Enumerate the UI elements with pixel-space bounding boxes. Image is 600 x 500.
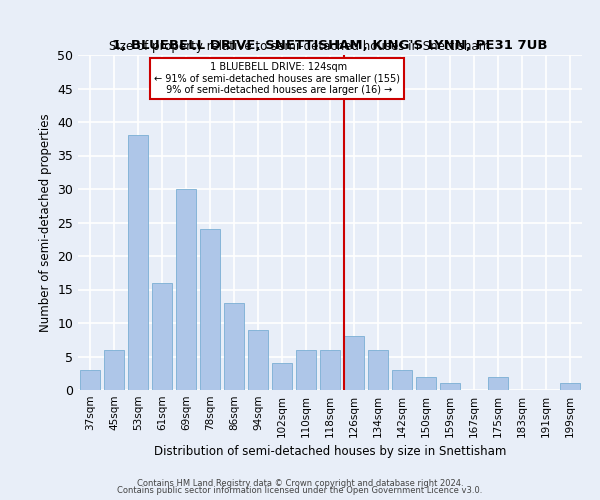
X-axis label: Distribution of semi-detached houses by size in Snettisham: Distribution of semi-detached houses by … xyxy=(154,446,506,458)
Y-axis label: Number of semi-detached properties: Number of semi-detached properties xyxy=(38,113,52,332)
Bar xyxy=(80,370,100,390)
Bar xyxy=(272,363,292,390)
Bar xyxy=(296,350,316,390)
Bar xyxy=(128,136,148,390)
Bar xyxy=(104,350,124,390)
Bar xyxy=(224,303,244,390)
Bar xyxy=(440,384,460,390)
Bar xyxy=(488,376,508,390)
Text: 1 BLUEBELL DRIVE: 124sqm
← 91% of semi-detached houses are smaller (155)
 9% of : 1 BLUEBELL DRIVE: 124sqm ← 91% of semi-d… xyxy=(154,62,400,95)
Bar xyxy=(560,384,580,390)
Text: Size of property relative to semi-detached houses in Snettisham: Size of property relative to semi-detach… xyxy=(109,40,491,53)
Bar xyxy=(320,350,340,390)
Bar xyxy=(392,370,412,390)
Bar xyxy=(344,336,364,390)
Title: 1, BLUEBELL DRIVE, SNETTISHAM, KING'S LYNN, PE31 7UB: 1, BLUEBELL DRIVE, SNETTISHAM, KING'S LY… xyxy=(112,40,548,52)
Text: Contains HM Land Registry data © Crown copyright and database right 2024.: Contains HM Land Registry data © Crown c… xyxy=(137,478,463,488)
Bar xyxy=(176,189,196,390)
Bar xyxy=(248,330,268,390)
Bar xyxy=(200,229,220,390)
Bar xyxy=(416,376,436,390)
Bar xyxy=(152,283,172,390)
Bar xyxy=(368,350,388,390)
Text: Contains public sector information licensed under the Open Government Licence v3: Contains public sector information licen… xyxy=(118,486,482,495)
